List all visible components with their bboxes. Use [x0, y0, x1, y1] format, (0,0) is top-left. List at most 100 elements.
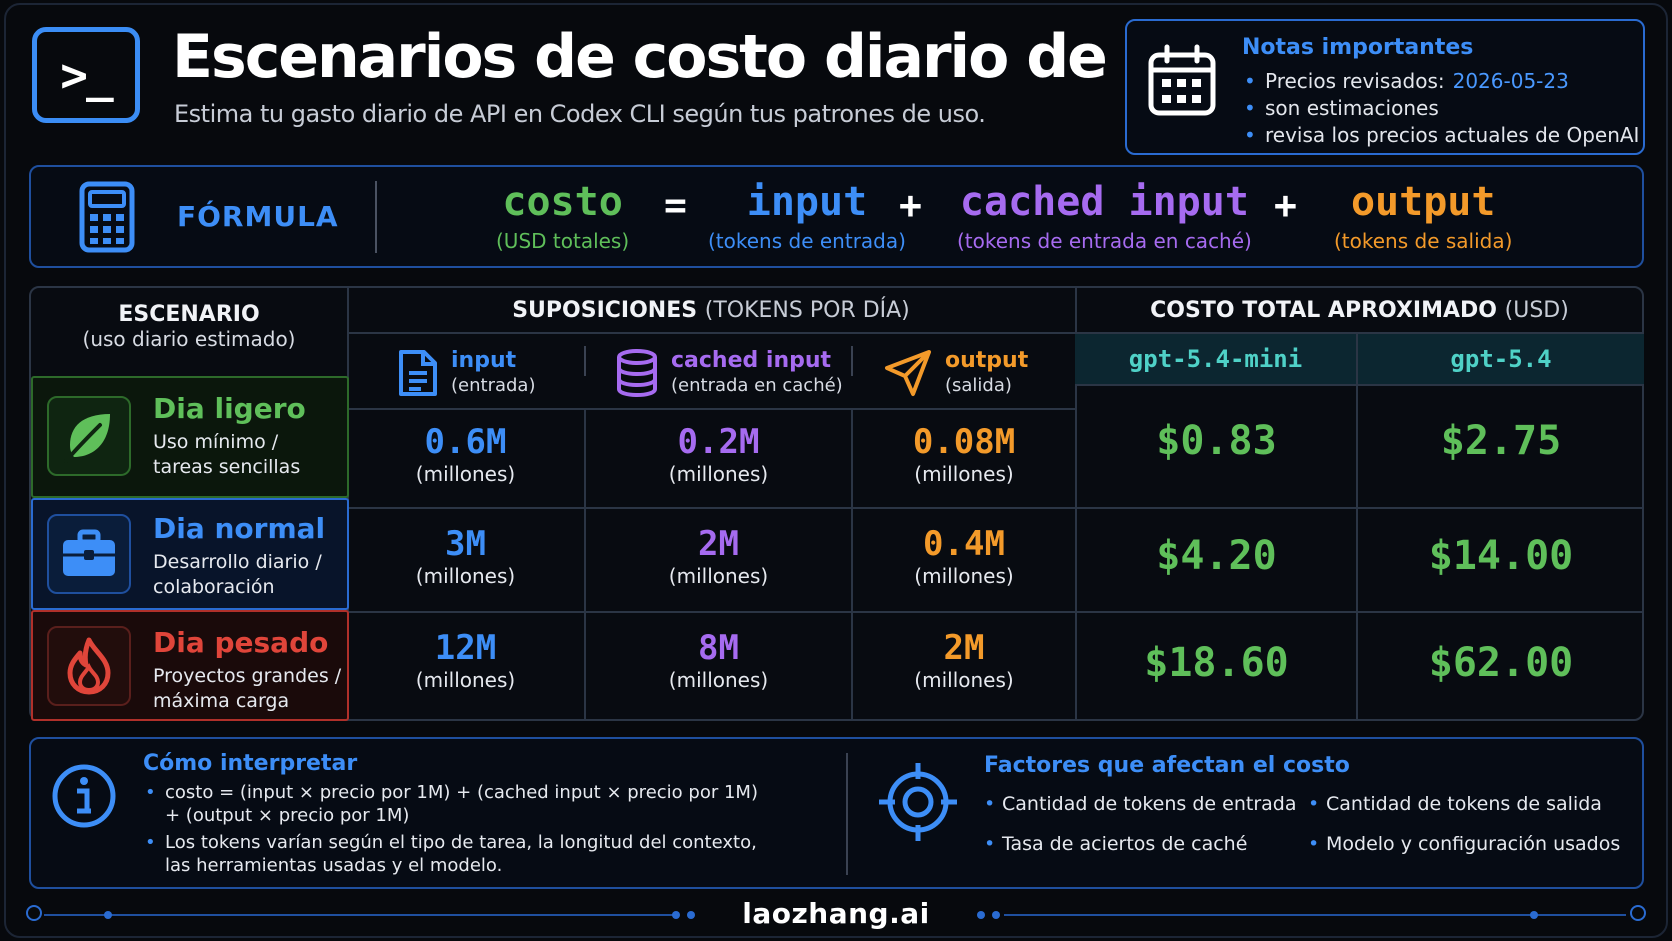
grid-line — [347, 408, 1075, 410]
footer-ornament — [1530, 911, 1538, 919]
assumptions-header: SUPOSICIONES (TOKENS POR DÍA) — [347, 298, 1075, 323]
grid-line — [347, 611, 1644, 613]
model-header-mini: gpt-5.4-mini — [1075, 334, 1356, 384]
footer-ornament — [992, 911, 1000, 919]
cell-value: 0.2M — [677, 422, 760, 462]
footer-line — [1004, 914, 1626, 916]
database-icon — [617, 349, 657, 397]
interpret-line: + (output × precio por 1M) — [165, 805, 410, 826]
formula-cost: costo (USD totales) — [496, 177, 629, 253]
review-date: 2026-05-23 — [1452, 69, 1569, 93]
cell-unit: (millones) — [415, 564, 516, 588]
list-item: Los tokens varían según el tipo de tarea… — [141, 831, 758, 877]
cell-cached: 2M (millones) — [586, 524, 851, 588]
notes-panel: Notas importantes Precios revisados: 2026… — [1125, 19, 1645, 155]
footer-ornament — [1630, 905, 1646, 921]
cost-header-sub: (USD) — [1504, 298, 1569, 323]
terminal-icon: >_ — [32, 27, 140, 123]
interpret-line: las herramientas usadas y el modelo. — [165, 855, 503, 876]
column-sub: (entrada en caché) — [671, 375, 843, 396]
cell-unit: (millones) — [668, 564, 769, 588]
notes-label: Precios revisados: — [1265, 69, 1445, 93]
scenario-light: Dia ligero Uso mínimo / tareas sencillas — [31, 376, 349, 498]
column-title: input — [451, 348, 517, 373]
grid-line — [1075, 384, 1644, 386]
column-title: output — [945, 348, 1029, 373]
leaf-icon-box — [47, 396, 131, 476]
info-panel: Cómo interpretar costo = (input × precio… — [29, 737, 1644, 889]
calendar-icon — [1148, 44, 1216, 116]
formula-input: input (tokens de entrada) — [708, 177, 906, 253]
scenario-header: ESCENARIO (uso diario estimado) — [31, 302, 347, 351]
list-item: revisa los precios actuales de OpenAI — [1242, 122, 1639, 149]
cell-value: 8M — [698, 628, 739, 668]
grid-line — [347, 332, 1644, 334]
column-input: input (entrada) — [397, 348, 535, 398]
cell-unit: (millones) — [914, 668, 1014, 692]
interpret-line: Los tokens varían según el tipo de tarea… — [165, 832, 757, 853]
assumptions-sub: (TOKENS POR DÍA) — [704, 298, 910, 323]
divider — [375, 181, 377, 253]
cell-input: 3M (millones) — [347, 524, 584, 588]
send-icon — [885, 350, 931, 396]
equals-sign: = — [664, 183, 687, 227]
cell-output: 0.4M (millones) — [853, 524, 1075, 588]
cell-output: 2M (millones) — [853, 628, 1075, 692]
calculator-icon — [79, 181, 135, 253]
plus-sign: + — [899, 183, 922, 227]
target-icon — [879, 763, 957, 841]
factors-title: Factores que afectan el costo — [984, 753, 1350, 778]
formula-cached-term: cached input — [959, 179, 1249, 225]
scenario-name: Dia ligero — [153, 392, 306, 425]
list-item: son estimaciones — [1242, 95, 1639, 122]
factor-item: Tasa de aciertos de caché — [984, 833, 1247, 855]
formula-cached: cached input (tokens de entrada en caché… — [957, 177, 1252, 253]
leaf-icon — [64, 414, 110, 463]
cell-value: 12M — [434, 628, 497, 668]
cell-value: 3M — [445, 524, 486, 564]
notes-list: Precios revisados: 2026-05-23 son estimac… — [1242, 68, 1639, 149]
list-item: costo = (input × precio por 1M) + (cache… — [141, 781, 758, 827]
cell-cached: 8M (millones) — [586, 628, 851, 692]
cell-output: 0.08M (millones) — [853, 422, 1075, 486]
page-subtitle: Estima tu gasto diario de API en Codex C… — [174, 100, 986, 128]
cost-header: COSTO TOTAL APROXIMADO (USD) — [1075, 298, 1644, 323]
grid-line — [851, 346, 853, 376]
footer-ornament — [977, 911, 985, 919]
formula-input-term: input — [746, 179, 868, 225]
footer-brand: laozhang.ai — [742, 897, 930, 930]
divider — [846, 753, 848, 875]
scenario-desc: Desarrollo diario / colaboración — [153, 550, 322, 600]
grid-line — [584, 410, 586, 721]
cell-value: 0.4M — [923, 524, 1005, 564]
scenario-desc-line: máxima carga — [153, 690, 290, 712]
flame-icon-box — [47, 626, 131, 706]
footer-ornament — [687, 911, 695, 919]
interpret-title: Cómo interpretar — [143, 751, 358, 776]
cell-unit: (millones) — [415, 668, 516, 692]
assumptions-label: SUPOSICIONES — [512, 298, 698, 323]
grid-line — [347, 507, 1644, 509]
grid-line — [584, 346, 586, 376]
scenario-name: Dia pesado — [153, 626, 329, 659]
cell-value: 0.6M — [424, 422, 507, 462]
footer-ornament — [104, 911, 112, 919]
model-header-full: gpt-5.4 — [1358, 334, 1644, 384]
grid-line — [1075, 288, 1077, 721]
formula-input-sub: (tokens de entrada) — [708, 229, 906, 253]
cost-full: $14.00 — [1428, 533, 1574, 579]
cell-unit: (millones) — [668, 462, 769, 486]
scenario-desc: Uso mínimo / tareas sencillas — [153, 430, 300, 480]
cell-input: 12M (millones) — [347, 628, 584, 692]
column-output: output (salida) — [883, 348, 1028, 398]
cell-input: 0.6M (millones) — [347, 422, 584, 486]
file-icon — [399, 350, 437, 396]
list-item: Precios revisados: 2026-05-23 — [1242, 68, 1639, 95]
cost-full: $2.75 — [1440, 418, 1562, 464]
factor-item: Cantidad de tokens de salida — [1308, 793, 1602, 815]
factor-item: Modelo y configuración usados — [1308, 833, 1620, 855]
column-sub: (entrada) — [451, 375, 536, 396]
column-sub: (salida) — [945, 375, 1012, 396]
cost-mini: $18.60 — [1144, 640, 1289, 686]
page-title: Escenarios de costo diario de API — [172, 22, 1233, 92]
